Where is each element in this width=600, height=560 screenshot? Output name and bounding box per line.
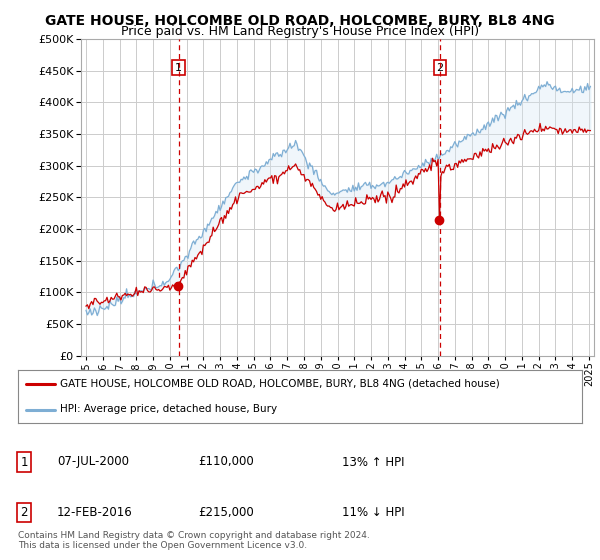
Text: 13% ↑ HPI: 13% ↑ HPI — [342, 455, 404, 469]
Text: £215,000: £215,000 — [198, 506, 254, 519]
Text: Price paid vs. HM Land Registry's House Price Index (HPI): Price paid vs. HM Land Registry's House … — [121, 25, 479, 38]
Text: 2: 2 — [437, 63, 443, 73]
Text: 07-JUL-2000: 07-JUL-2000 — [57, 455, 129, 469]
Text: 12-FEB-2016: 12-FEB-2016 — [57, 506, 133, 519]
Text: 2: 2 — [20, 506, 28, 519]
Text: £110,000: £110,000 — [198, 455, 254, 469]
Text: 1: 1 — [20, 455, 28, 469]
Text: Contains HM Land Registry data © Crown copyright and database right 2024.
This d: Contains HM Land Registry data © Crown c… — [18, 530, 370, 550]
Text: HPI: Average price, detached house, Bury: HPI: Average price, detached house, Bury — [60, 404, 277, 414]
Text: GATE HOUSE, HOLCOMBE OLD ROAD, HOLCOMBE, BURY, BL8 4NG (detached house): GATE HOUSE, HOLCOMBE OLD ROAD, HOLCOMBE,… — [60, 379, 500, 389]
Text: 1: 1 — [175, 63, 182, 73]
Text: 11% ↓ HPI: 11% ↓ HPI — [342, 506, 404, 519]
Text: GATE HOUSE, HOLCOMBE OLD ROAD, HOLCOMBE, BURY, BL8 4NG: GATE HOUSE, HOLCOMBE OLD ROAD, HOLCOMBE,… — [45, 14, 555, 28]
